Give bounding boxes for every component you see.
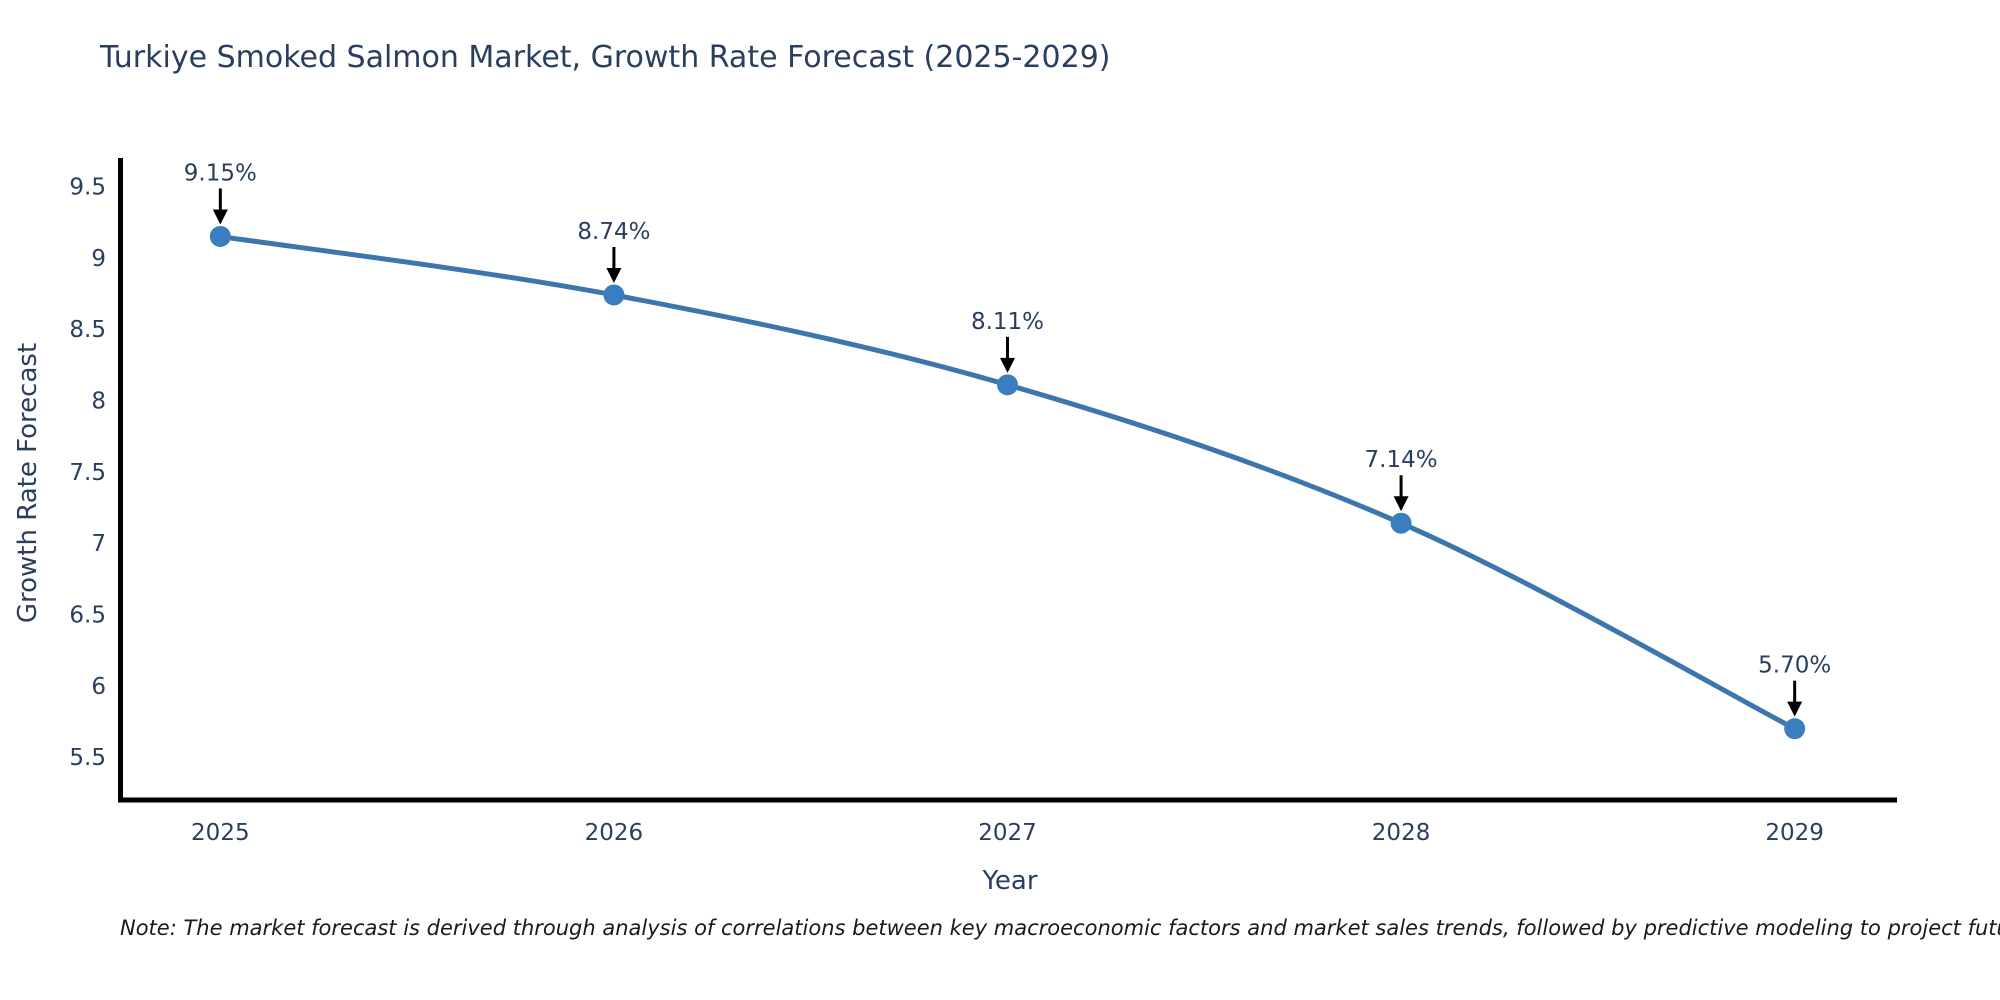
- y-tick-label: 8.5: [69, 317, 106, 343]
- x-tick-label: 2029: [1765, 820, 1824, 846]
- data-point-marker: [1784, 718, 1806, 740]
- data-point-label: 9.15%: [184, 160, 257, 186]
- x-tick-label: 2028: [1372, 820, 1431, 846]
- y-tick-label: 5.5: [69, 745, 106, 771]
- data-point-marker: [1390, 512, 1412, 534]
- y-tick-label: 7: [91, 531, 106, 557]
- y-tick-label: 6.5: [69, 603, 106, 629]
- chart-title: Turkiye Smoked Salmon Market, Growth Rat…: [100, 40, 1111, 75]
- y-axis-title: Growth Rate Forecast: [13, 342, 43, 624]
- x-tick-label: 2026: [585, 820, 644, 846]
- annotation-arrowhead: [1393, 496, 1409, 512]
- y-tick-label: 7.5: [69, 460, 106, 486]
- annotation-arrowhead: [1000, 357, 1015, 373]
- y-tick-label: 8: [91, 389, 106, 415]
- data-point-label: 7.14%: [1365, 447, 1438, 473]
- data-point-marker: [997, 374, 1018, 396]
- data-point-label: 8.74%: [577, 219, 650, 245]
- annotation-arrowhead: [1787, 701, 1803, 717]
- y-tick-label: 9: [91, 246, 106, 272]
- y-tick-label: 9.5: [69, 175, 106, 201]
- x-tick-label: 2025: [191, 820, 250, 846]
- x-axis-title: Year: [982, 866, 1038, 896]
- y-tick-label: 6: [91, 674, 106, 700]
- footnote: Note: The market forecast is derived thr…: [120, 916, 2000, 940]
- annotation-arrowhead: [212, 209, 228, 225]
- data-point-marker: [209, 225, 231, 247]
- annotation-arrowhead: [606, 267, 622, 283]
- x-tick-label: 2027: [978, 820, 1037, 846]
- data-point-label: 5.70%: [1758, 653, 1831, 679]
- data-point-label: 8.11%: [971, 309, 1044, 335]
- data-point-marker: [603, 284, 625, 306]
